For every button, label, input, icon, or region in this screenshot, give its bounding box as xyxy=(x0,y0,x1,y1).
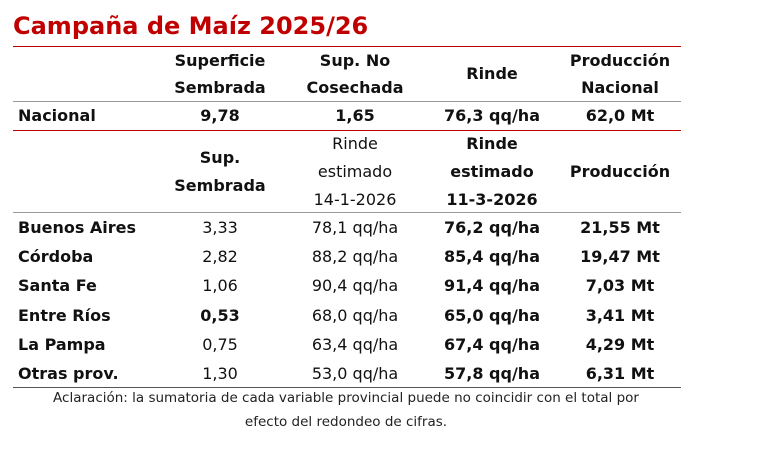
cell: 9,78 xyxy=(200,106,240,125)
column-header: estimado xyxy=(450,162,534,181)
cell: 7,03 Mt xyxy=(585,276,655,296)
cell: 3,41 Mt xyxy=(585,305,655,325)
column-header: Rinde xyxy=(332,134,378,153)
cell: 63,4 qq/ha xyxy=(311,334,399,354)
cell: 76,2 qq/ha xyxy=(444,218,540,237)
row-label: Nacional xyxy=(18,106,96,125)
cell: 85,4 qq/ha xyxy=(444,247,540,267)
column-header: estimado xyxy=(317,162,393,181)
cell: 78,1 qq/ha xyxy=(311,218,399,237)
cell: 21,55 Mt xyxy=(580,218,660,237)
cell: 65,0 qq/ha xyxy=(444,305,540,325)
row-label: Buenos Aires xyxy=(18,218,137,237)
note: Aclaración: la sumatoria de cada variabl… xyxy=(53,390,639,406)
rule xyxy=(13,212,681,213)
rule xyxy=(13,46,681,47)
column-header: Superficie xyxy=(174,50,266,70)
title: Campaña de Maíz 2025/26 xyxy=(13,12,369,40)
cell: 3,33 xyxy=(202,218,238,237)
row-label: Córdoba xyxy=(18,247,94,267)
cell: 90,4 qq/ha xyxy=(311,276,399,296)
cell: 53,0 qq/ha xyxy=(311,364,399,383)
column-header: Sembrada xyxy=(174,77,266,97)
row-label: Otras prov. xyxy=(18,364,119,383)
column-header: 11-3-2026 xyxy=(446,190,538,209)
cell: 0,53 xyxy=(200,305,240,325)
column-header: Nacional xyxy=(581,77,659,97)
column-header: 14-1-2026 xyxy=(313,190,397,209)
row-label: Entre Ríos xyxy=(18,305,111,325)
row-label: La Pampa xyxy=(18,334,106,354)
cell: 57,8 qq/ha xyxy=(444,364,540,383)
column-header: Producción xyxy=(569,50,671,70)
cell: 1,06 xyxy=(202,276,238,296)
cell: 91,4 qq/ha xyxy=(444,276,540,296)
column-header: Sembrada xyxy=(174,176,266,195)
cell: 6,31 Mt xyxy=(585,364,655,383)
row-label: Santa Fe xyxy=(18,276,97,296)
column-header: Rinde xyxy=(466,134,518,153)
rule xyxy=(13,387,681,388)
cell: 67,4 qq/ha xyxy=(444,334,540,354)
column-header: Producción xyxy=(569,162,671,181)
note: efecto del redondeo de cifras. xyxy=(244,414,448,430)
rule xyxy=(13,101,681,102)
column-header: Sup. xyxy=(199,148,241,167)
cell: 68,0 qq/ha xyxy=(311,305,399,325)
cell: 88,2 qq/ha xyxy=(311,247,399,267)
cell: 4,29 Mt xyxy=(585,334,655,354)
rule xyxy=(13,130,681,131)
column-header: Sup. No xyxy=(319,50,391,70)
cell: 62,0 Mt xyxy=(585,106,655,125)
cell: 2,82 xyxy=(202,247,238,267)
column-header: Rinde xyxy=(466,64,518,83)
column-header: Cosechada xyxy=(306,77,404,97)
cell: 0,75 xyxy=(202,334,238,354)
cell: 76,3 qq/ha xyxy=(444,106,540,125)
cell: 1,30 xyxy=(202,364,238,383)
cell: 19,47 Mt xyxy=(580,247,660,267)
cell: 1,65 xyxy=(335,106,375,125)
